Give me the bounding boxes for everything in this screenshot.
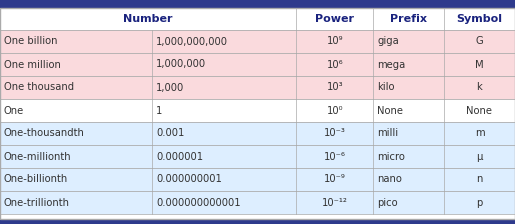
Text: mega: mega xyxy=(377,60,406,69)
Text: None: None xyxy=(377,106,403,116)
Text: 10⁻⁹: 10⁻⁹ xyxy=(324,174,346,185)
Text: nano: nano xyxy=(377,174,402,185)
Text: n: n xyxy=(476,174,483,185)
Text: 10⁹: 10⁹ xyxy=(327,37,343,47)
Text: G: G xyxy=(475,37,484,47)
Text: One-billionth: One-billionth xyxy=(4,174,68,185)
Text: pico: pico xyxy=(377,198,398,207)
Text: 1,000,000: 1,000,000 xyxy=(156,60,206,69)
Text: One-thousandth: One-thousandth xyxy=(4,129,85,138)
Text: 10⁶: 10⁶ xyxy=(327,60,343,69)
Bar xyxy=(0,30,515,53)
Bar xyxy=(0,122,515,145)
Bar xyxy=(0,168,515,191)
Text: 0.001: 0.001 xyxy=(156,129,184,138)
Text: micro: micro xyxy=(377,151,405,162)
Text: 10³: 10³ xyxy=(327,82,343,93)
Text: 0.000000001: 0.000000001 xyxy=(156,174,222,185)
Text: m: m xyxy=(475,129,484,138)
Bar xyxy=(0,191,515,214)
Text: 10⁻¹²: 10⁻¹² xyxy=(322,198,348,207)
Text: 0.000000000001: 0.000000000001 xyxy=(156,198,241,207)
Bar xyxy=(0,219,515,224)
Text: k: k xyxy=(476,82,483,93)
Text: 1: 1 xyxy=(156,106,162,116)
Text: One billion: One billion xyxy=(4,37,58,47)
Bar xyxy=(0,99,515,122)
Text: One thousand: One thousand xyxy=(4,82,74,93)
Text: giga: giga xyxy=(377,37,399,47)
Text: 10⁰: 10⁰ xyxy=(327,106,343,116)
Text: 1,000: 1,000 xyxy=(156,82,184,93)
Text: Power: Power xyxy=(315,14,354,24)
Text: milli: milli xyxy=(377,129,399,138)
Text: M: M xyxy=(475,60,484,69)
Text: Number: Number xyxy=(123,14,173,24)
Text: kilo: kilo xyxy=(377,82,395,93)
Text: 0.000001: 0.000001 xyxy=(156,151,203,162)
Text: Symbol: Symbol xyxy=(456,14,503,24)
Text: p: p xyxy=(476,198,483,207)
Text: One: One xyxy=(4,106,24,116)
Text: One-trillionth: One-trillionth xyxy=(4,198,70,207)
Text: 10⁻⁶: 10⁻⁶ xyxy=(324,151,346,162)
Bar xyxy=(0,76,515,99)
Text: One million: One million xyxy=(4,60,61,69)
Bar xyxy=(0,8,515,30)
Text: μ: μ xyxy=(476,151,483,162)
Bar xyxy=(0,53,515,76)
Text: Prefix: Prefix xyxy=(390,14,427,24)
Text: 1,000,000,000: 1,000,000,000 xyxy=(156,37,228,47)
Bar xyxy=(0,145,515,168)
Text: None: None xyxy=(467,106,492,116)
Text: One-millionth: One-millionth xyxy=(4,151,72,162)
Bar xyxy=(0,0,515,8)
Text: 10⁻³: 10⁻³ xyxy=(324,129,346,138)
